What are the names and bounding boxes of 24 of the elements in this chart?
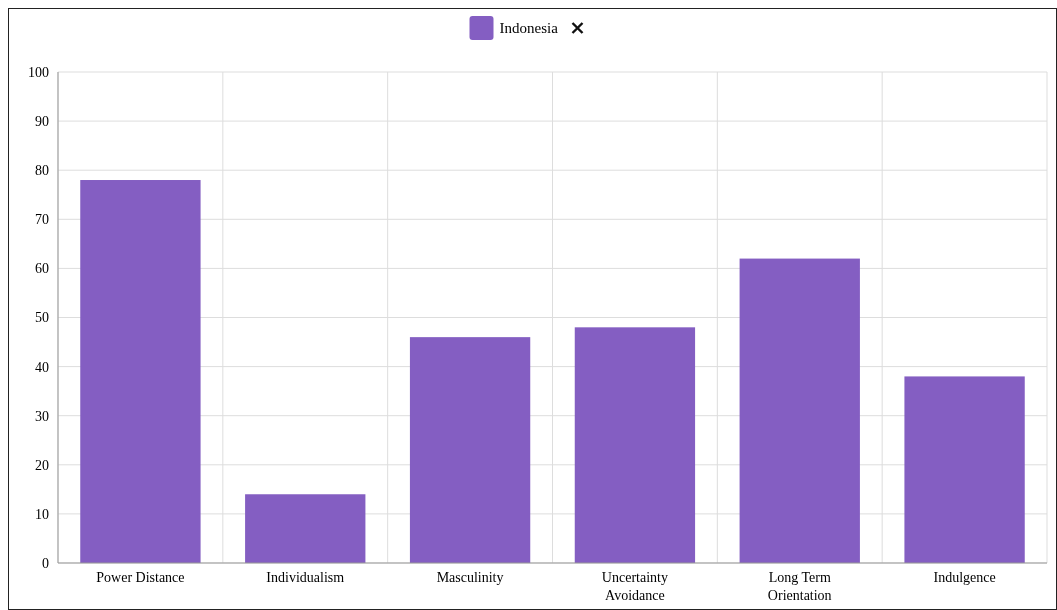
y-tick-label: 80 bbox=[35, 163, 49, 179]
y-tick-label: 50 bbox=[35, 310, 49, 326]
bar bbox=[80, 180, 201, 563]
legend-label: Indonesia bbox=[499, 20, 559, 37]
y-tick-label: 70 bbox=[35, 212, 49, 228]
bar bbox=[739, 258, 860, 563]
bar bbox=[574, 327, 696, 563]
y-tick-label: 60 bbox=[35, 261, 49, 277]
x-tick-label: Masculinity bbox=[436, 570, 504, 585]
y-tick-label: 0 bbox=[42, 555, 49, 571]
bar bbox=[409, 337, 531, 563]
bar bbox=[904, 376, 1025, 563]
bar bbox=[245, 494, 366, 563]
y-tick-label: 90 bbox=[35, 114, 49, 129]
y-tick-label: 40 bbox=[35, 359, 49, 375]
x-tick-label: Long Term Orientation bbox=[767, 570, 832, 603]
x-tick-label: Individualism bbox=[266, 570, 345, 585]
x-tick-label: Indulgence bbox=[933, 570, 996, 585]
y-tick-label: 20 bbox=[35, 457, 49, 473]
y-tick-label: 100 bbox=[28, 64, 49, 80]
x-tick-label: Uncertainty Avoidance bbox=[601, 570, 668, 603]
y-tick-label: 30 bbox=[35, 408, 49, 424]
y-tick-label: 10 bbox=[35, 506, 49, 522]
x-tick-label: Power Distance bbox=[96, 570, 185, 585]
